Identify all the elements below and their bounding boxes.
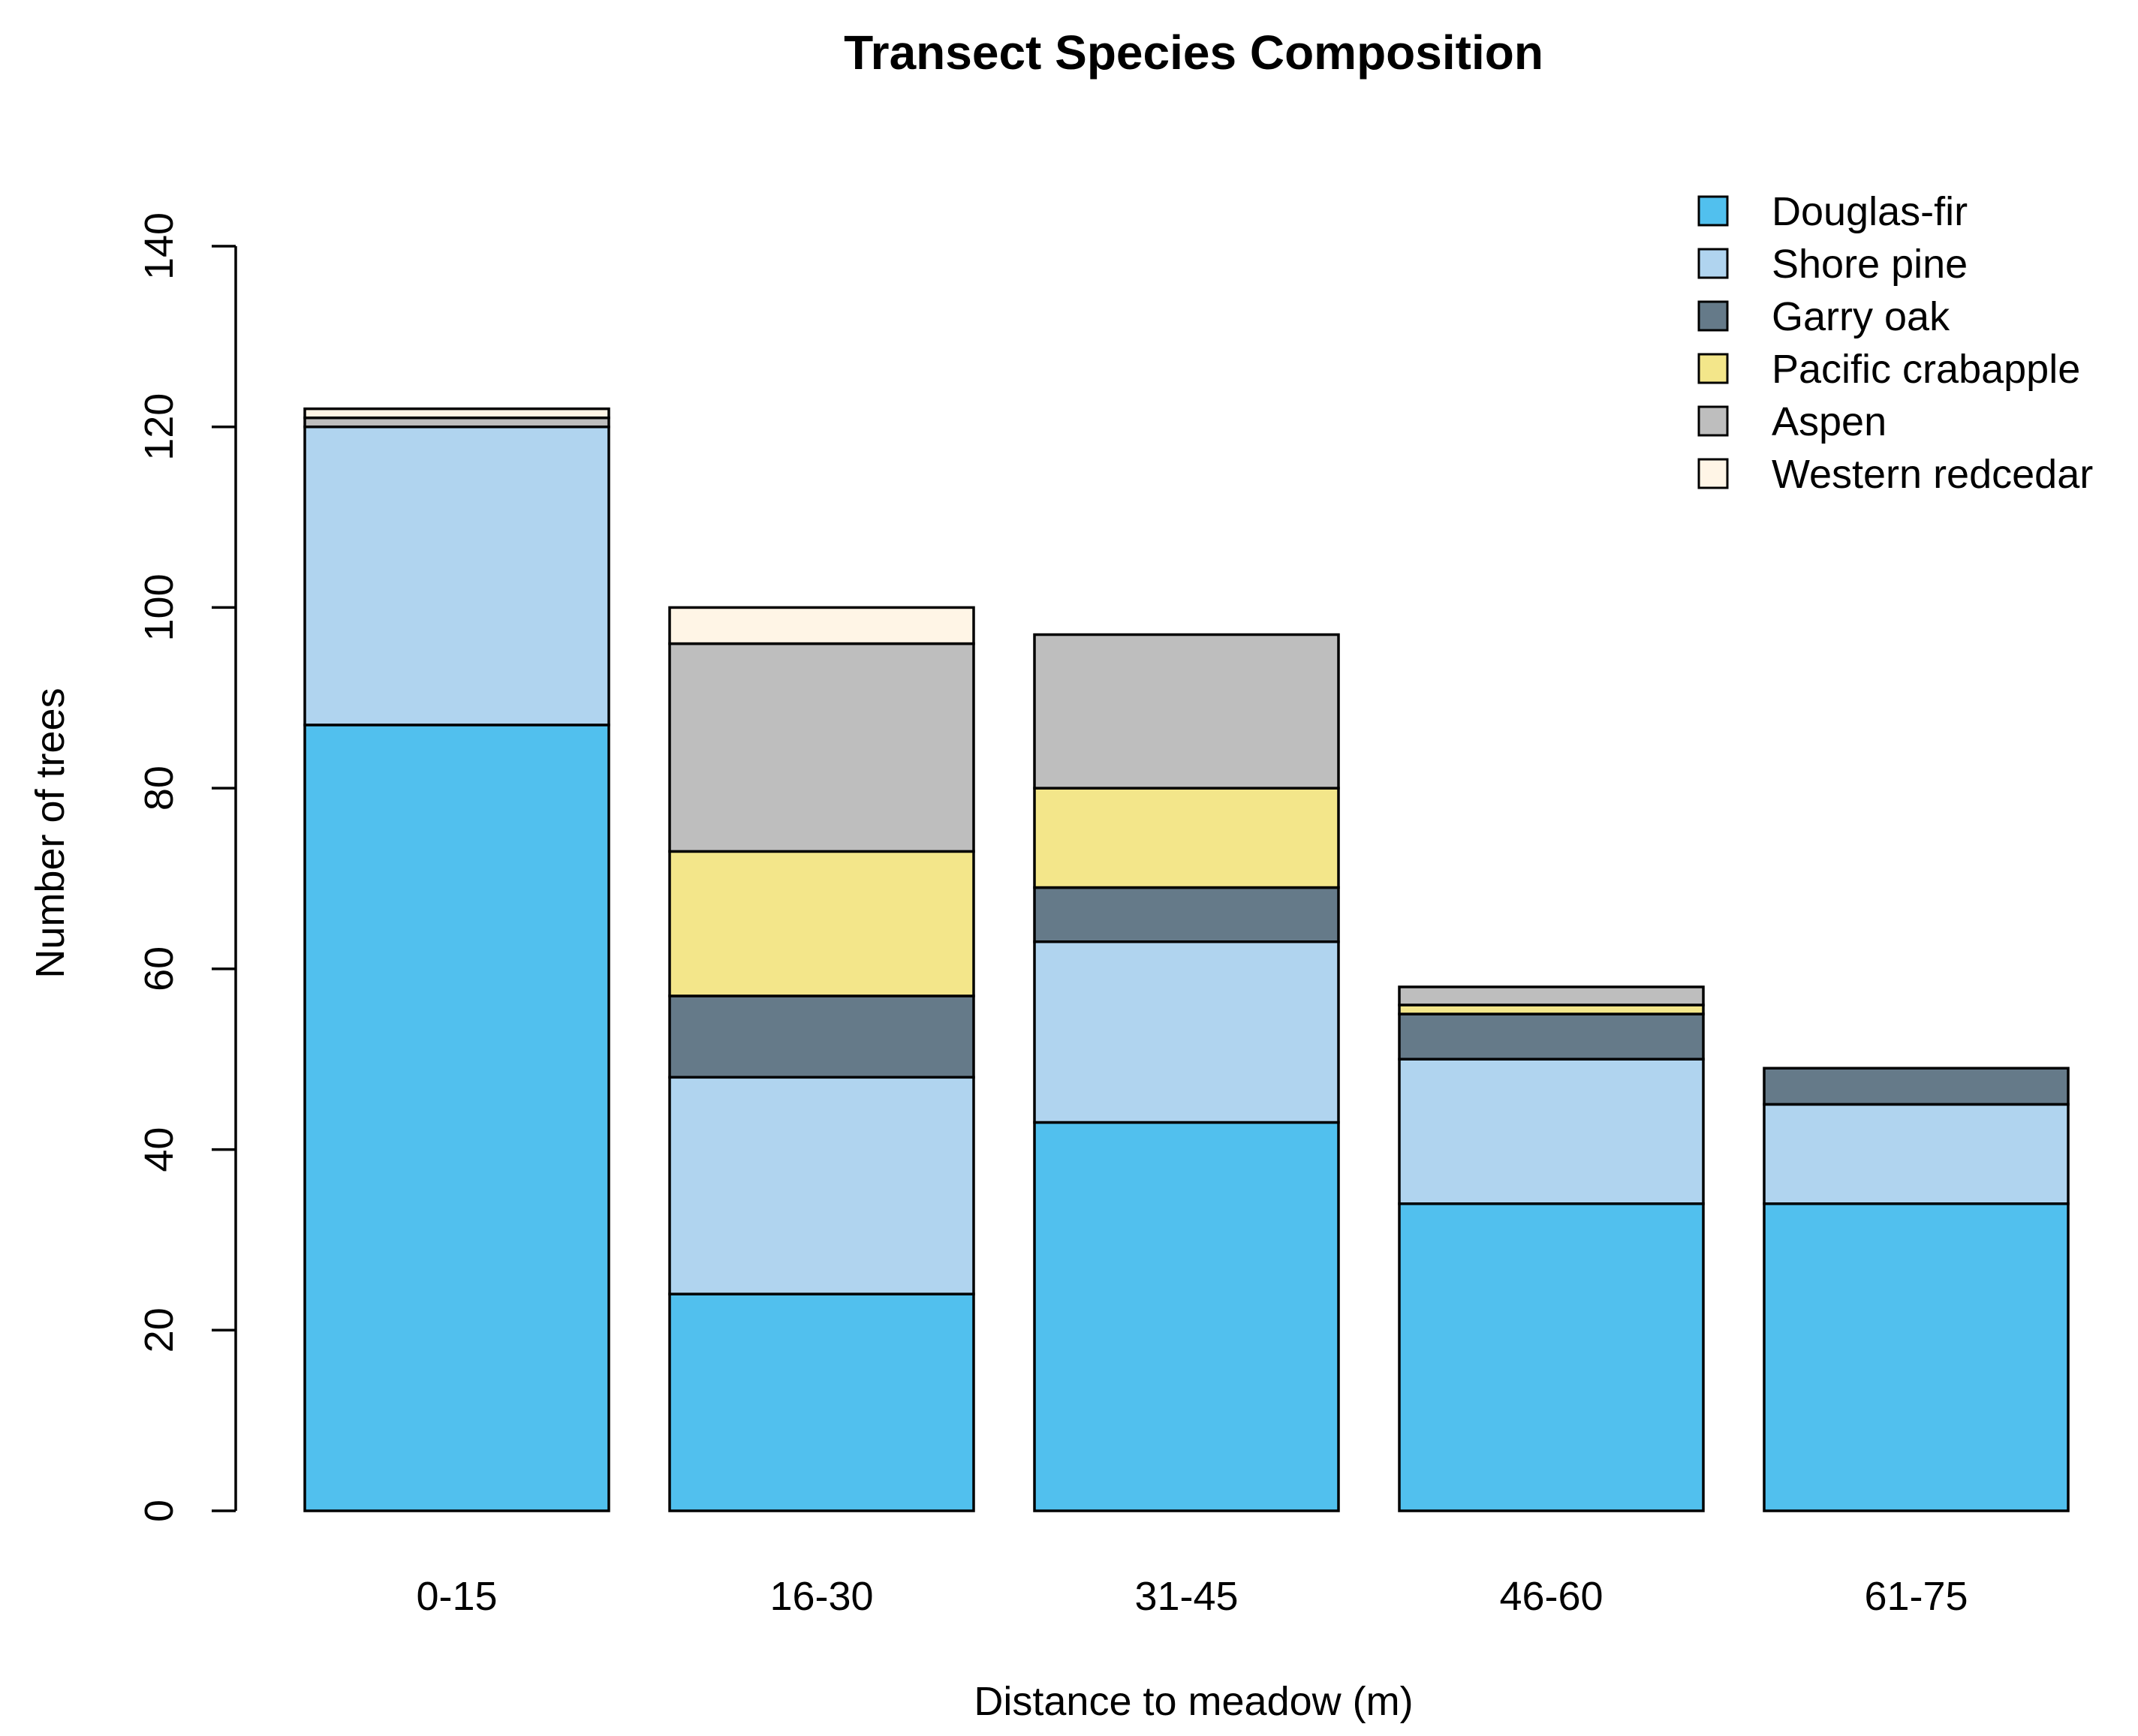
- bar-segment-shore-pine-31-45: [1033, 940, 1340, 1124]
- bar-segment-douglas-fir-31-45: [1033, 1121, 1340, 1512]
- y-axis: 0 20 40 60 80 100 120 140: [137, 212, 237, 1522]
- legend-item-shore-pine: Shore pine: [1697, 242, 1968, 287]
- bar-segment-garry-oak-31-45: [1033, 886, 1340, 943]
- legend-label: Shore pine: [1772, 242, 1968, 287]
- bar-segment-aspen-16-30: [668, 642, 975, 853]
- y-tick-label: 40: [137, 1127, 182, 1172]
- x-category-label: 16-30: [769, 1574, 873, 1619]
- bar-stack-46-60: [1398, 985, 1705, 1512]
- legend-swatch: [1697, 458, 1729, 489]
- bar-stack-31-45: [1033, 633, 1340, 1512]
- legend-swatch: [1697, 248, 1729, 279]
- bar-stack-0-15: [303, 407, 610, 1512]
- legend-swatch: [1697, 300, 1729, 332]
- bar-segment-pacific-crabapple-16-30: [668, 850, 975, 997]
- legend-label: Western redcedar: [1772, 452, 2093, 497]
- legend: Douglas-fir Shore pine Garry oak Pacific cr…: [1697, 189, 2093, 497]
- y-tick-label: 120: [137, 393, 182, 461]
- y-tick-label: 60: [137, 946, 182, 991]
- x-category-label: 0-15: [416, 1574, 497, 1619]
- bar-segment-aspen-46-60: [1398, 985, 1705, 1006]
- legend-swatch: [1697, 405, 1729, 437]
- legend-item-western-redcedar: Western redcedar: [1697, 452, 2093, 497]
- bar-segment-western-redcedar-0-15: [303, 407, 610, 420]
- x-axis-label: Distance to meadow (m): [974, 1679, 1413, 1724]
- bar-segment-shore-pine-16-30: [668, 1076, 975, 1295]
- bar-segment-shore-pine-0-15: [303, 425, 610, 727]
- x-category-label: 46-60: [1499, 1574, 1603, 1619]
- legend-swatch: [1697, 195, 1729, 227]
- y-tick-label: 100: [137, 573, 182, 641]
- legend-item-douglas-fir: Douglas-fir: [1697, 189, 1968, 234]
- bar-segment-western-redcedar-16-30: [668, 606, 975, 645]
- bar-segment-shore-pine-46-60: [1398, 1058, 1705, 1205]
- bar-segment-shore-pine-61-75: [1763, 1103, 2070, 1205]
- bar-segment-aspen-0-15: [303, 416, 610, 429]
- bar-segment-douglas-fir-61-75: [1763, 1202, 2070, 1512]
- x-category-label: 31-45: [1134, 1574, 1238, 1619]
- bar-stack-61-75: [1763, 1067, 2070, 1512]
- bar-segment-douglas-fir-0-15: [303, 724, 610, 1512]
- legend-item-pacific-crabapple: Pacific crabapple: [1697, 347, 2080, 392]
- y-tick-label: 140: [137, 212, 182, 280]
- x-category-label: 61-75: [1864, 1574, 1968, 1619]
- bar-segment-garry-oak-16-30: [668, 994, 975, 1079]
- legend-swatch: [1697, 353, 1729, 384]
- bar-segment-douglas-fir-16-30: [668, 1292, 975, 1512]
- bar-segment-douglas-fir-46-60: [1398, 1202, 1705, 1512]
- bar-segment-garry-oak-46-60: [1398, 1012, 1705, 1061]
- bar-segment-pacific-crabapple-46-60: [1398, 1003, 1705, 1015]
- legend-label: Garry oak: [1772, 294, 1950, 339]
- bar-segment-aspen-31-45: [1033, 633, 1340, 790]
- y-tick-label: 80: [137, 766, 182, 811]
- y-tick-label: 0: [137, 1500, 182, 1522]
- y-tick-label: 20: [137, 1307, 182, 1352]
- chart-title: Transect Species Composition: [844, 26, 1543, 80]
- legend-item-garry-oak: Garry oak: [1697, 294, 1950, 339]
- legend-item-aspen: Aspen: [1697, 399, 1887, 444]
- bar-segment-garry-oak-61-75: [1763, 1067, 2070, 1106]
- legend-label: Pacific crabapple: [1772, 347, 2080, 392]
- y-axis-label: Number of trees: [28, 687, 73, 978]
- x-axis: 0-15 16-30 31-45 46-60 61-75: [416, 1574, 1968, 1619]
- bars: [303, 407, 2070, 1512]
- bar-segment-pacific-crabapple-31-45: [1033, 787, 1340, 889]
- legend-label: Aspen: [1772, 399, 1887, 444]
- bar-stack-16-30: [668, 606, 975, 1512]
- legend-label: Douglas-fir: [1772, 189, 1968, 234]
